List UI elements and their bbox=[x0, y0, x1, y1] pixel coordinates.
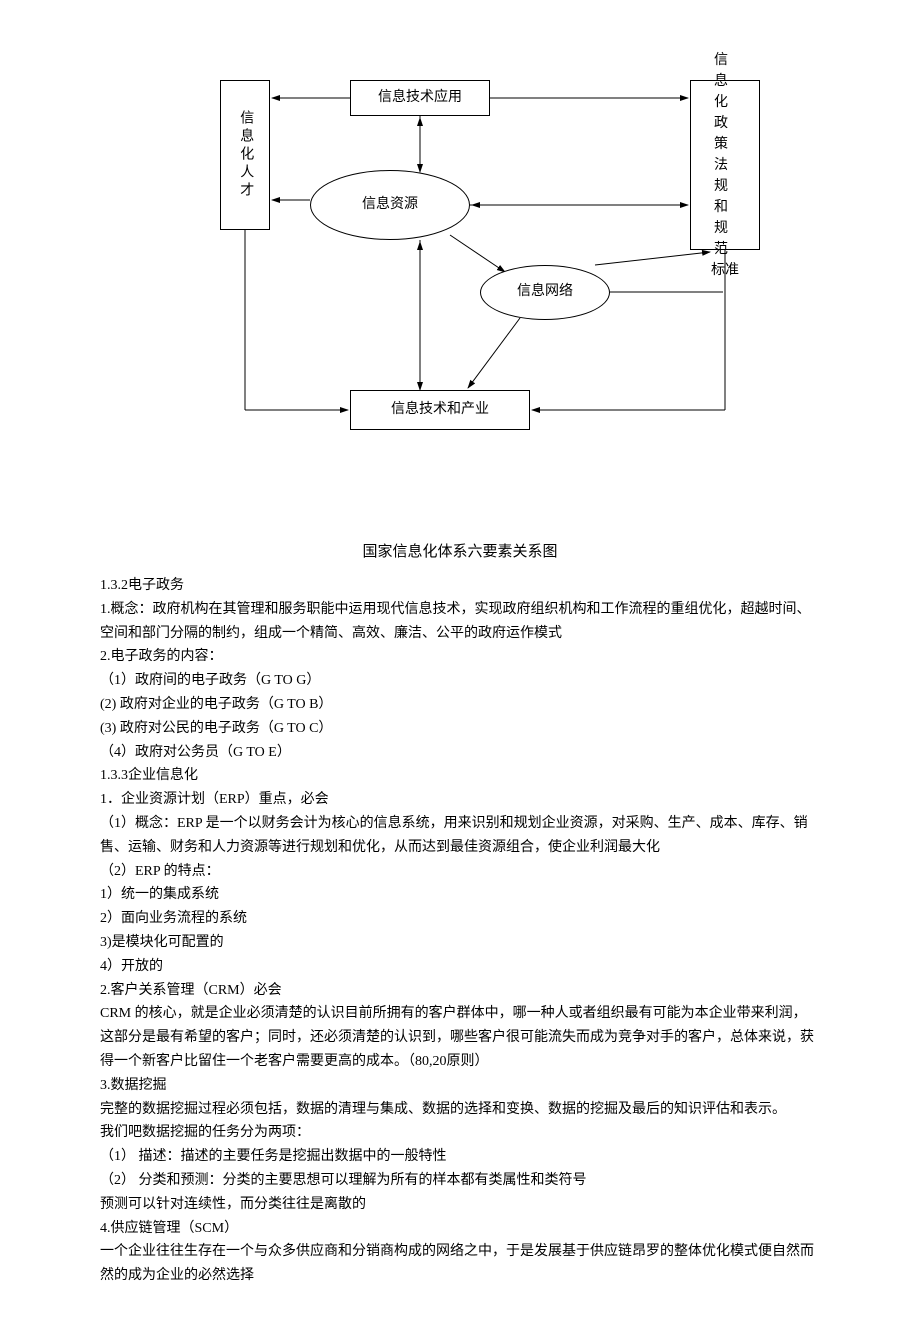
list-item: (2) 政府对企业的电子政务（G TO B） bbox=[100, 693, 820, 717]
section-heading: 1.3.2电子政务 bbox=[100, 574, 820, 598]
diagram-title: 国家信息化体系六要素关系图 bbox=[100, 540, 820, 564]
paragraph: CRM 的核心，就是企业必须清楚的认识目前所拥有的客户群体中，哪一种人或者组织最… bbox=[100, 1002, 820, 1073]
diagram-top-box: 信息技术应用 bbox=[350, 80, 490, 116]
paragraph: 3.数据挖掘 bbox=[100, 1074, 820, 1098]
list-item: （2） 分类和预测：分类的主要思想可以理解为所有的样本都有类属性和类符号 bbox=[100, 1169, 820, 1193]
list-item: （1） 描述：描述的主要任务是挖掘出数据中的一般特性 bbox=[100, 1145, 820, 1169]
paragraph: 完整的数据挖掘过程必须包括，数据的清理与集成、数据的选择和变换、数据的挖掘及最后… bbox=[100, 1098, 820, 1122]
right-box-last: 标准 bbox=[695, 260, 755, 281]
diagram-net-ellipse: 信息网络 bbox=[480, 265, 610, 320]
paragraph: 我们吧数据挖掘的任务分为两项： bbox=[100, 1121, 820, 1145]
diagram-container: 信息化人才 信 息 化 政 策 法 规 和 规 范 标准 信息技术应用 信息资源… bbox=[150, 60, 770, 460]
list-item: （4）政府对公务员（G TO E） bbox=[100, 741, 820, 765]
list-item: （1）政府间的电子政务（G TO G） bbox=[100, 669, 820, 693]
document-content: 1.3.2电子政务 1.概念：政府机构在其管理和服务职能中运用现代信息技术，实现… bbox=[100, 574, 820, 1288]
paragraph: 1.概念：政府机构在其管理和服务职能中运用现代信息技术，实现政府组织机构和工作流… bbox=[100, 598, 820, 646]
right-box-line: 策 法 bbox=[695, 134, 755, 176]
diagram-bottom-box: 信息技术和产业 bbox=[350, 390, 530, 430]
right-box-line: 化 政 bbox=[695, 92, 755, 134]
paragraph: 2.电子政务的内容： bbox=[100, 645, 820, 669]
list-item: 4）开放的 bbox=[100, 955, 820, 979]
paragraph: 一个企业往往生存在一个与众多供应商和分销商构成的网络之中，于是发展基于供应链昂罗… bbox=[100, 1240, 820, 1288]
paragraph: 预测可以针对连续性，而分类往往是离散的 bbox=[100, 1193, 820, 1217]
paragraph: 2.客户关系管理（CRM）必会 bbox=[100, 979, 820, 1003]
diagram-left-box: 信息化人才 bbox=[220, 80, 270, 230]
diagram-right-box: 信 息 化 政 策 法 规 和 规 范 标准 bbox=[690, 80, 760, 250]
paragraph: 1．企业资源计划（ERP）重点，必会 bbox=[100, 788, 820, 812]
paragraph: 4.供应链管理（SCM） bbox=[100, 1217, 820, 1241]
right-box-line: 规 和 bbox=[695, 176, 755, 218]
list-item: 2）面向业务流程的系统 bbox=[100, 907, 820, 931]
paragraph: （2）ERP 的特点： bbox=[100, 860, 820, 884]
list-item: 3)是模块化可配置的 bbox=[100, 931, 820, 955]
paragraph: （1）概念：ERP 是一个以财务会计为核心的信息系统，用来识别和规划企业资源，对… bbox=[100, 812, 820, 860]
right-box-line: 规 范 bbox=[695, 218, 755, 260]
list-item: 1）统一的集成系统 bbox=[100, 883, 820, 907]
right-box-line: 信 息 bbox=[695, 50, 755, 92]
list-item: (3) 政府对公民的电子政务（G TO C） bbox=[100, 717, 820, 741]
section-heading: 1.3.3企业信息化 bbox=[100, 764, 820, 788]
diagram-mid-ellipse: 信息资源 bbox=[310, 170, 470, 240]
